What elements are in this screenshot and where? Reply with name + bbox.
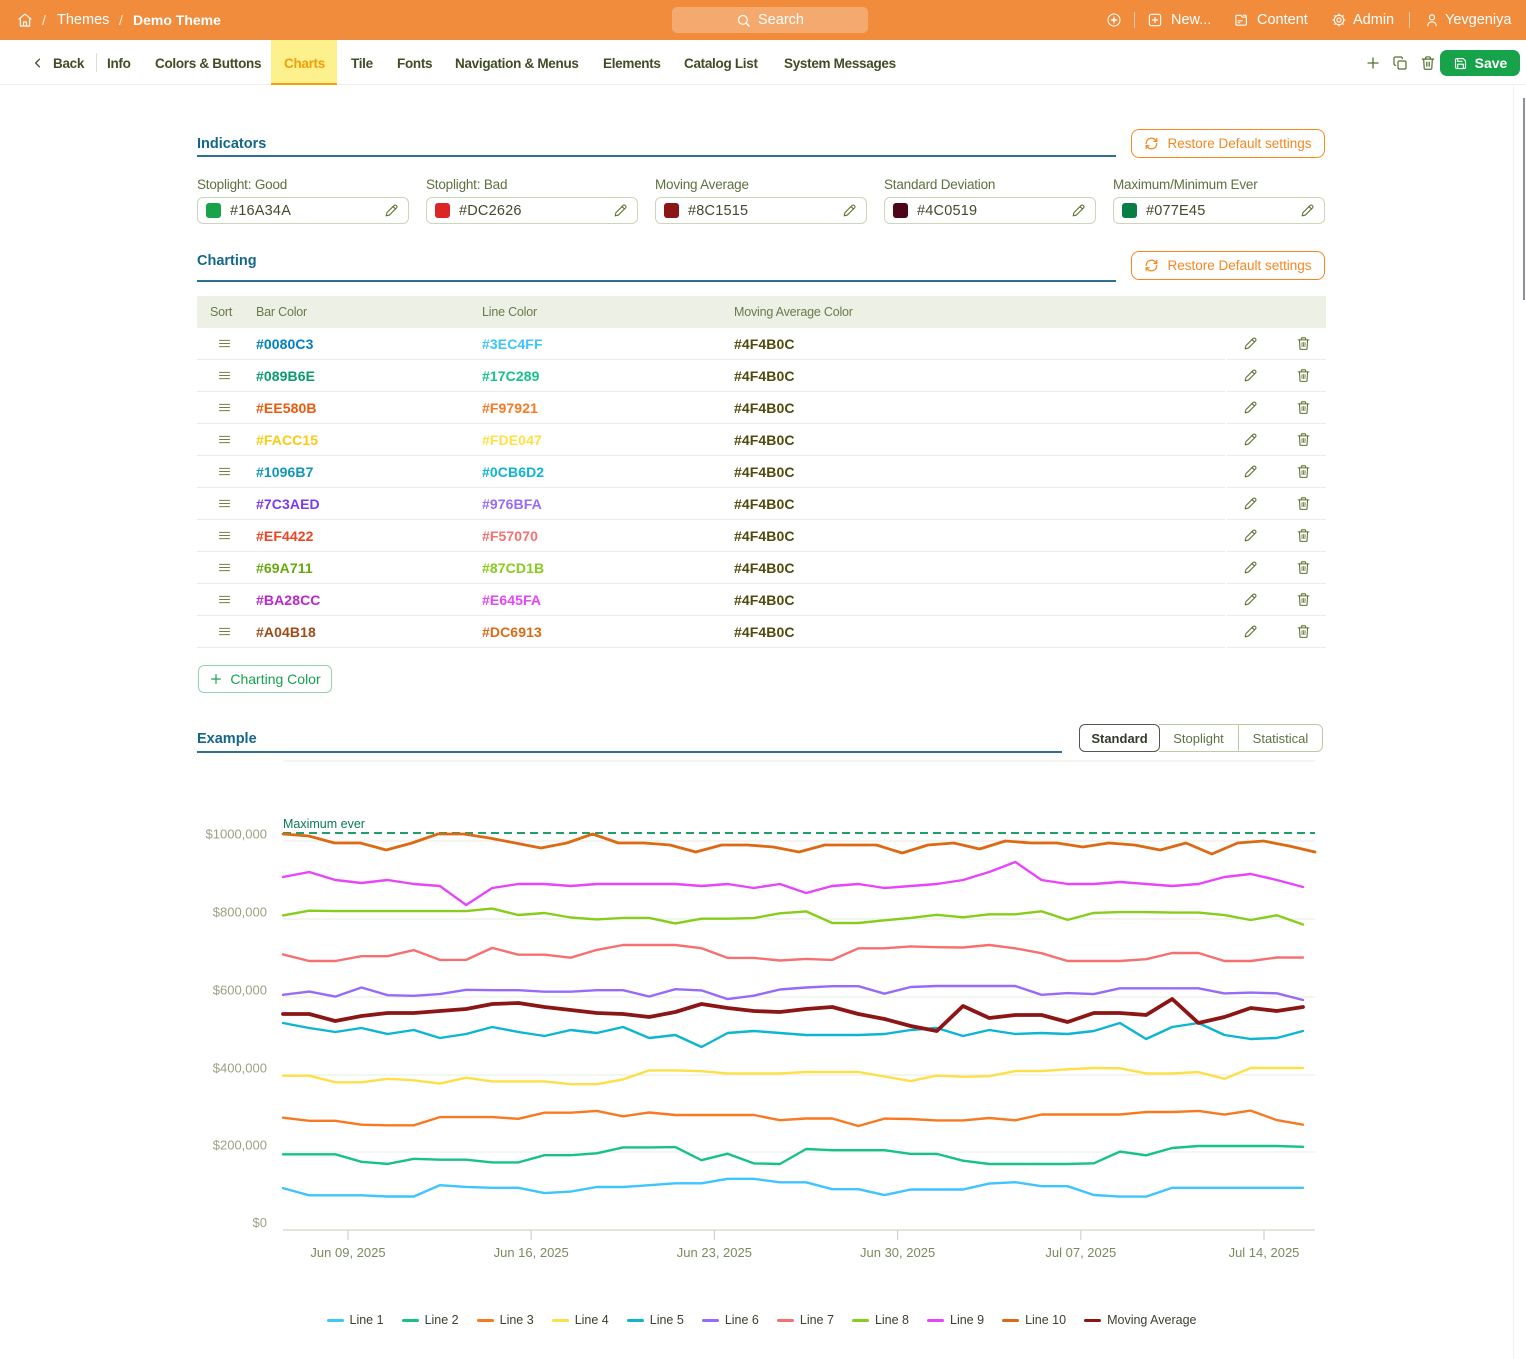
svg-text:$1000,000: $1000,000 — [206, 827, 267, 842]
svg-text:Jun 09, 2025: Jun 09, 2025 — [310, 1245, 385, 1260]
svg-text:$400,000: $400,000 — [213, 1061, 267, 1076]
svg-text:Jun 23, 2025: Jun 23, 2025 — [677, 1245, 752, 1260]
svg-text:$800,000: $800,000 — [213, 905, 267, 920]
svg-text:Jun 30, 2025: Jun 30, 2025 — [860, 1245, 935, 1260]
svg-text:$200,000: $200,000 — [213, 1138, 267, 1153]
svg-text:$0: $0 — [253, 1215, 267, 1230]
svg-text:Jul 07, 2025: Jul 07, 2025 — [1045, 1245, 1116, 1260]
svg-text:Jun 16, 2025: Jun 16, 2025 — [494, 1245, 569, 1260]
svg-text:Jul 14, 2025: Jul 14, 2025 — [1229, 1245, 1300, 1260]
svg-text:Maximum ever: Maximum ever — [283, 817, 365, 831]
svg-text:$600,000: $600,000 — [213, 983, 267, 998]
